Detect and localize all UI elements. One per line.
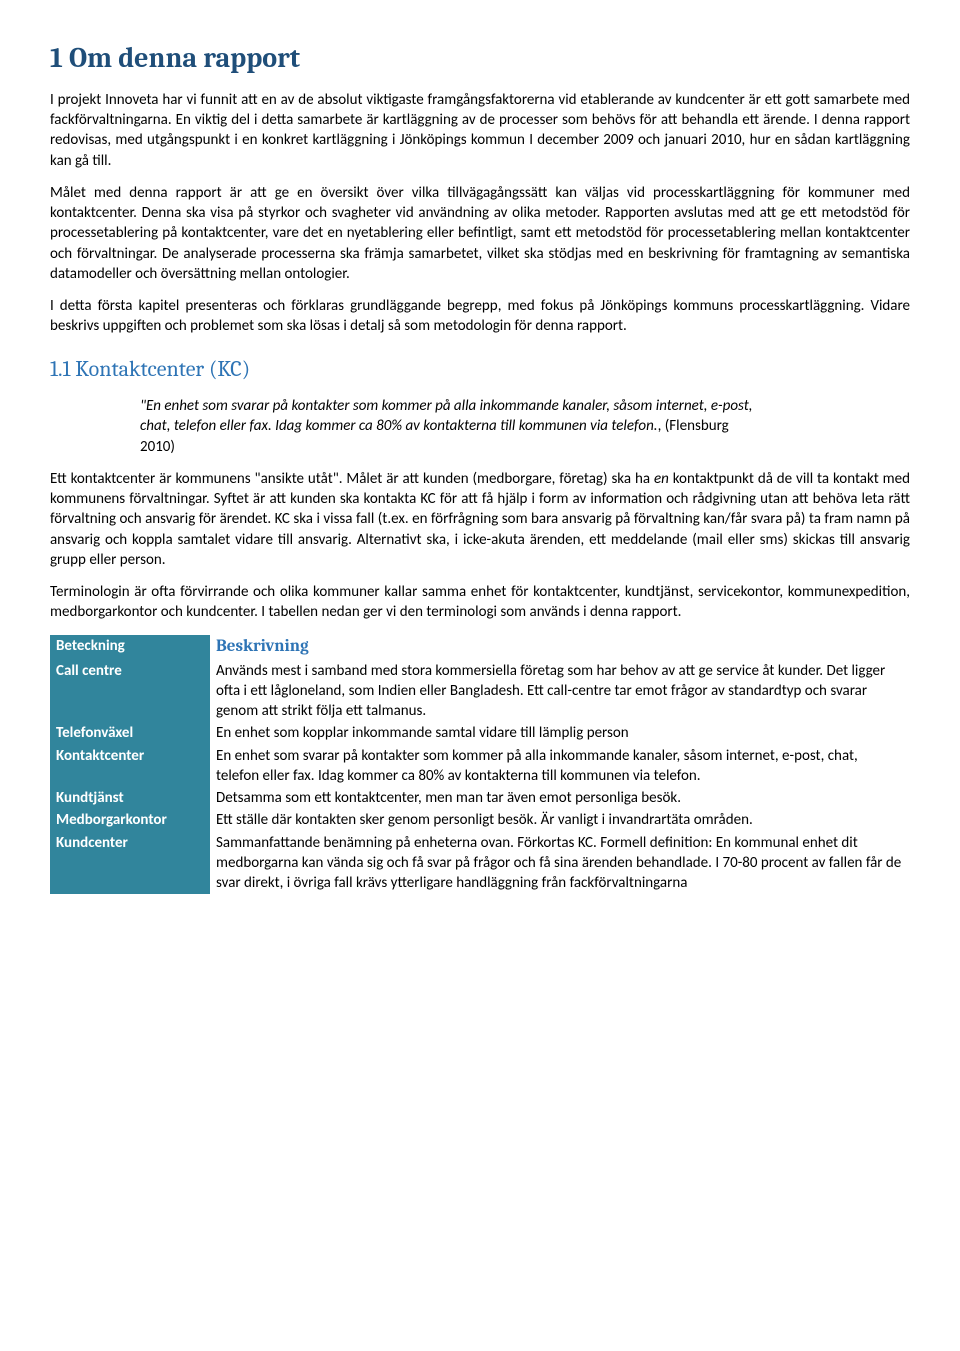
desc-cell: En enhet som svarar på kontakter som kom…: [210, 745, 910, 788]
heading-1: 1 Om denna rapport: [50, 40, 910, 78]
heading-2: 1.1 Kontaktcenter (KC): [50, 355, 910, 385]
paragraph-3: I detta första kapitel presenteras och f…: [50, 296, 910, 337]
table-header-term: Beteckning: [50, 635, 210, 660]
table-row: Telefonväxel En enhet som kopplar inkomm…: [50, 722, 910, 744]
table-header-row: Beteckning Beskrivning: [50, 635, 910, 660]
term-cell: Telefonväxel: [50, 722, 210, 744]
table-header-desc: Beskrivning: [210, 635, 910, 660]
paragraph-5: Terminologin är ofta förvirrande och oli…: [50, 582, 910, 623]
term-cell: Kundcenter: [50, 832, 210, 895]
table-row: Kundtjänst Detsamma som ett kontaktcente…: [50, 787, 910, 809]
table-row: Kundcenter Sammanfattande benämning på e…: [50, 832, 910, 895]
term-cell: Kundtjänst: [50, 787, 210, 809]
desc-cell: Sammanfattande benämning på enheterna ov…: [210, 832, 910, 895]
p4-emphasis: en: [654, 470, 669, 488]
block-quote: "En enhet som svarar på kontakter som ko…: [140, 396, 760, 457]
p4-text-a: Ett kontaktcenter är kommunens "ansikte …: [50, 470, 654, 488]
table-row: Kontaktcenter En enhet som svarar på kon…: [50, 745, 910, 788]
desc-cell: Detsamma som ett kontaktcenter, men man …: [210, 787, 910, 809]
table-row: Medborgarkontor Ett ställe där kontakten…: [50, 809, 910, 831]
paragraph-1: I projekt Innoveta har vi funnit att en …: [50, 90, 910, 171]
term-cell: Kontaktcenter: [50, 745, 210, 788]
desc-cell: Ett ställe där kontakten sker genom pers…: [210, 809, 910, 831]
desc-cell: En enhet som kopplar inkommande samtal v…: [210, 722, 910, 744]
paragraph-4: Ett kontaktcenter är kommunens "ansikte …: [50, 469, 910, 570]
desc-cell: Används mest i samband med stora kommers…: [210, 660, 910, 723]
term-cell: Call centre: [50, 660, 210, 723]
table-row: Call centre Används mest i samband med s…: [50, 660, 910, 723]
term-cell: Medborgarkontor: [50, 809, 210, 831]
terminology-table: Beteckning Beskrivning Call centre Använ…: [50, 635, 910, 895]
paragraph-2: Målet med denna rapport är att ge en öve…: [50, 183, 910, 284]
